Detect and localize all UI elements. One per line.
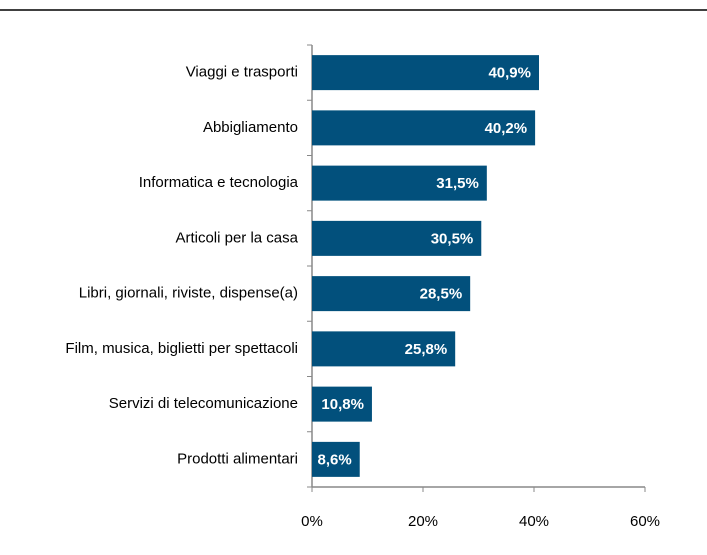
y-tick-label: Film, musica, biglietti per spettacoli [65, 340, 298, 357]
y-tick-label: Informatica e tecnologia [139, 174, 299, 191]
bar [312, 165, 487, 201]
value-label: 28,5% [420, 286, 463, 303]
bar [312, 110, 536, 146]
bar [312, 386, 372, 422]
value-label: 10,8% [321, 396, 364, 413]
value-label: 31,5% [436, 175, 479, 192]
y-tick-label: Prodotti alimentari [177, 450, 298, 467]
value-label: 25,8% [405, 341, 448, 358]
x-tick-label: 60% [630, 513, 660, 530]
value-label: 40,2% [485, 120, 528, 137]
y-tick-label: Articoli per la casa [175, 229, 298, 246]
bar [312, 276, 471, 312]
y-tick-label: Libri, giornali, riviste, dispense(a) [79, 285, 298, 302]
y-tick-label: Abbigliamento [203, 119, 298, 136]
bar [312, 331, 456, 367]
x-tick-label: 0% [301, 513, 323, 530]
value-label: 8,6% [318, 451, 352, 468]
x-tick-label: 20% [408, 513, 438, 530]
value-label: 40,9% [488, 65, 531, 82]
bar [312, 55, 539, 91]
bar [312, 220, 482, 256]
value-label: 30,5% [431, 230, 474, 247]
y-tick-label: Servizi di telecomunicazione [109, 395, 298, 412]
y-tick-label: Viaggi e trasporti [186, 64, 298, 81]
bar [312, 441, 360, 477]
x-tick-label: 40% [519, 513, 549, 530]
